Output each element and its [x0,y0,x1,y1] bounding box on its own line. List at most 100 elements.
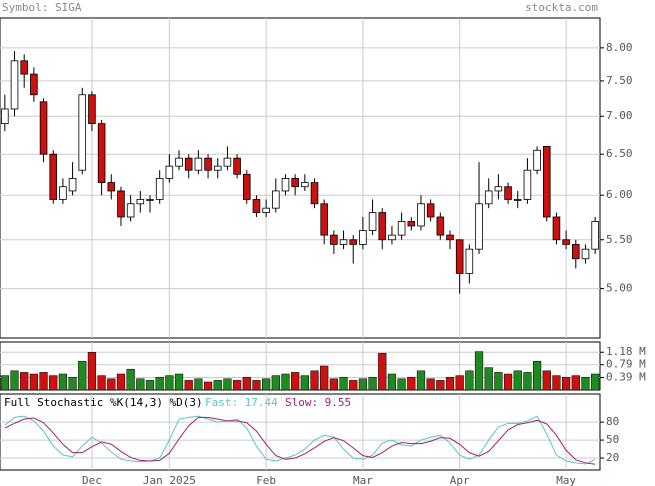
volume-bar [78,360,87,391]
candle-body [320,203,328,236]
volume-bar [39,372,48,391]
candle-body [194,157,203,171]
volume-bar [542,370,551,391]
volume-bar [223,378,232,391]
candle-body [117,190,125,218]
volume-bar [465,370,474,391]
candle-body [252,199,261,213]
candle-body [475,203,483,250]
candle-body [213,165,222,171]
x-tick-label: May [556,474,576,486]
volume-bar [49,375,58,391]
y-tick-label: 7.50 [606,74,633,87]
y-tick-label: 0.39 M [606,371,646,384]
candle-body [49,153,58,200]
y-tick-label: 6.00 [606,188,633,201]
volume-bar [155,376,164,391]
panel-frame [0,393,601,471]
volume-bar [97,375,106,391]
candle-body [68,177,77,192]
candle-body [397,221,406,236]
candle-body [339,239,348,245]
candle-body [455,239,464,274]
stochastic-line [4,415,596,465]
volume-bar [107,378,116,391]
legend-label: Fast: [205,396,238,409]
volume-bar [407,376,416,391]
y-tick-label: 8.00 [606,41,633,54]
candle-body [484,190,493,205]
volume-bar [474,351,484,391]
volume-bar [591,373,600,391]
volume-bar [0,375,9,391]
volume-bar [571,375,580,391]
volume-bar [445,376,455,391]
candle-body [330,234,338,245]
candle-body [291,177,299,188]
candle-body [59,186,67,200]
candle-body [155,177,164,200]
legend-label: Slow: [285,396,318,409]
x-tick-label: Feb [256,474,276,486]
volume-bar [532,360,542,391]
candle-body [10,60,19,110]
source: stockta.com [525,1,598,14]
candle-body [446,234,454,241]
candle-body [281,177,290,192]
candle-body [1,108,9,125]
y-tick-label: 7.00 [606,109,633,122]
volume-bar [58,373,68,391]
volume-bar [116,373,126,391]
candle-body [146,199,154,201]
volume-bar [523,372,532,391]
volume-bar [126,368,135,391]
volume-bar [552,375,561,391]
y-tick-label: 80 [606,415,619,428]
volume-bar [262,378,271,391]
y-tick-label: 5.50 [606,233,633,246]
candle-body [378,212,387,241]
candle-body [552,216,561,241]
volume-bar [242,376,251,391]
volume-bar [455,375,464,391]
volume-bar [339,376,348,391]
candle-body [417,203,425,227]
volume-bar [387,373,397,391]
candle-body [97,123,106,183]
x-tick-label: Dec [82,474,102,486]
candle-body [504,186,512,200]
volume-bar [184,380,193,391]
volume-bar [300,375,309,391]
candle-body [20,60,28,75]
candle-body [88,94,96,125]
candle-body [175,157,183,167]
candle-body [204,157,212,171]
candle-body [184,157,193,171]
volume-bar [174,373,184,391]
volume-bar [281,373,290,391]
volume-bar [203,381,213,391]
y-tick-label: 50 [606,433,619,446]
volume-bar [232,380,242,391]
volume-bar [358,378,368,391]
candle-body [126,203,135,218]
volume-bar [145,380,155,391]
candle-body [562,239,570,245]
volume-bar [494,372,503,391]
candle-body [242,173,251,200]
candle-body [223,157,232,167]
candle-body [523,169,532,200]
candle-body [533,149,541,171]
volume-bar [513,370,522,391]
volume-bar [87,351,97,391]
volume-bar [68,376,77,391]
candle-body [591,221,599,250]
volume-bar [291,372,300,391]
y-tick-label: 20 [606,451,619,464]
y-tick-label: 6.50 [606,147,633,160]
candle-body [310,182,319,205]
panel-frame [0,341,601,391]
chart-title: Symbol: SIGA [2,1,82,14]
